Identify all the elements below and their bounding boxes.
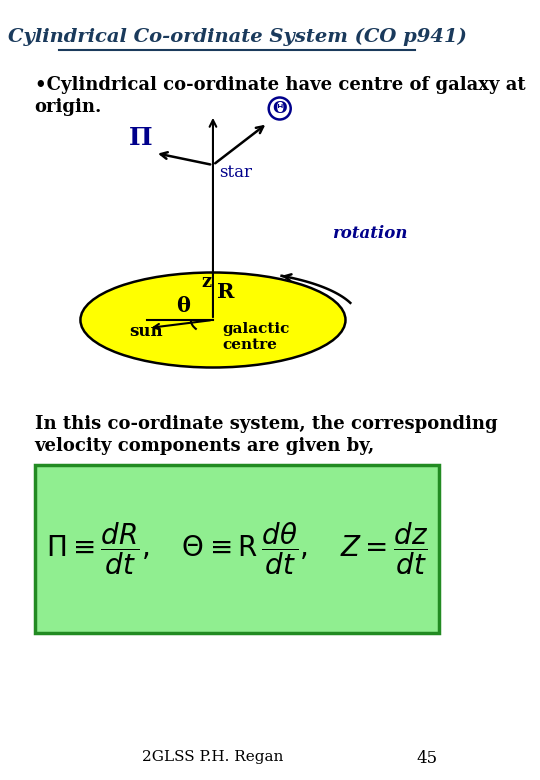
Text: z: z — [202, 273, 212, 291]
Text: Π: Π — [129, 126, 152, 150]
Text: 45: 45 — [417, 750, 438, 767]
Text: $\Pi \equiv \dfrac{dR}{dt},$   $\Theta \equiv \mathrm{R}\,\dfrac{d\theta}{dt},$ : $\Pi \equiv \dfrac{dR}{dt},$ $\Theta \eq… — [46, 521, 428, 577]
Text: R: R — [217, 282, 234, 302]
Text: rotation: rotation — [332, 225, 407, 242]
Text: galactic
centre: galactic centre — [222, 322, 290, 353]
Ellipse shape — [80, 272, 346, 367]
Text: Cylindrical Co-ordinate System (CO p941): Cylindrical Co-ordinate System (CO p941) — [8, 28, 467, 46]
Text: sun: sun — [130, 323, 163, 340]
Text: star: star — [219, 164, 252, 181]
Text: θ: θ — [176, 296, 190, 316]
Text: origin.: origin. — [35, 98, 102, 116]
Text: •Cylindrical co-ordinate have centre of galaxy at: •Cylindrical co-ordinate have centre of … — [35, 76, 525, 94]
Text: In this co-ordinate system, the corresponding: In this co-ordinate system, the correspo… — [35, 415, 497, 433]
Text: 2GLSS P.H. Regan: 2GLSS P.H. Regan — [142, 750, 284, 764]
FancyBboxPatch shape — [35, 465, 440, 633]
Text: velocity components are given by,: velocity components are given by, — [35, 437, 375, 455]
Text: Θ: Θ — [272, 100, 287, 117]
